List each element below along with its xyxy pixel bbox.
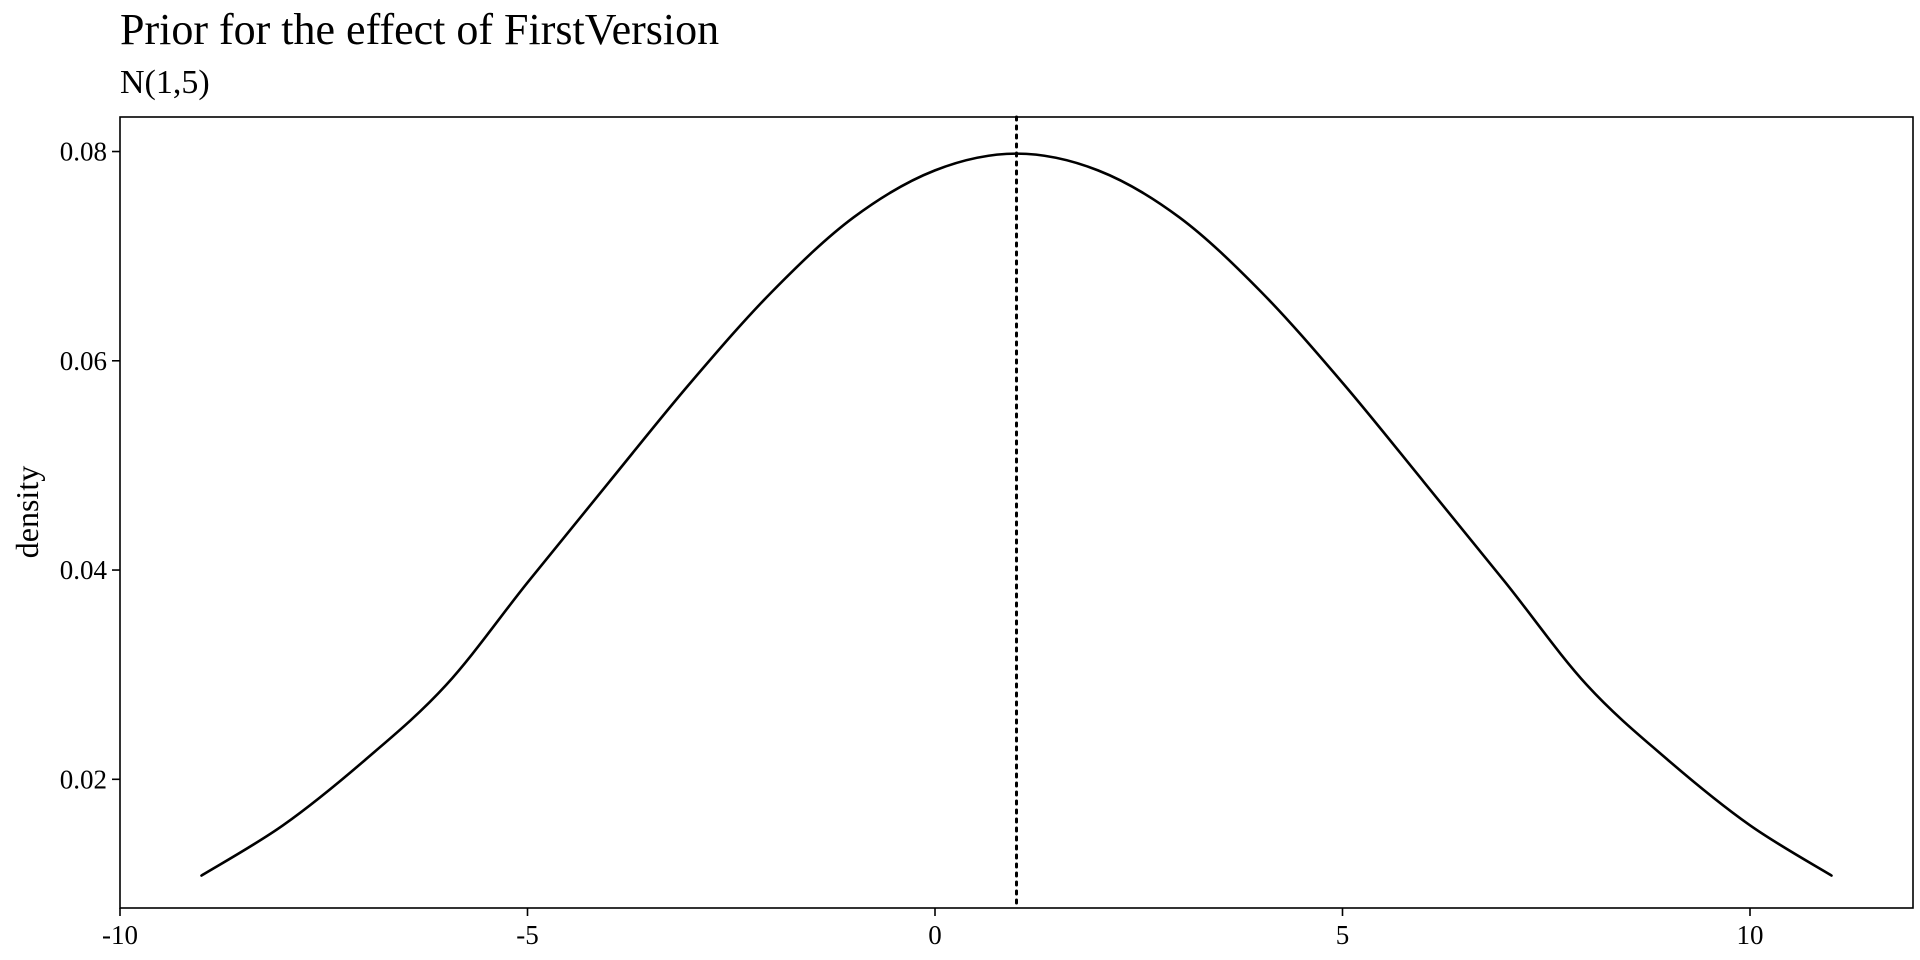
- x-tick-label: 5: [1336, 920, 1350, 950]
- x-tick-label: 10: [1737, 920, 1764, 950]
- y-axis-label: density: [9, 466, 45, 558]
- plot-panel-border: [119, 116, 1914, 909]
- axes: -10 -5 0 5 10 0.02 0.04 0.06 0.08: [60, 116, 1914, 950]
- x-tick-label: 0: [928, 920, 942, 950]
- y-tick-label: 0.06: [60, 346, 107, 376]
- y-tick-label: 0.02: [60, 764, 107, 794]
- x-tick-label: -10: [102, 920, 138, 950]
- chart-title: Prior for the effect of FirstVersion: [120, 5, 719, 54]
- x-tick-label: -5: [516, 920, 539, 950]
- y-tick-label: 0.08: [60, 137, 107, 167]
- chart-subtitle: N(1,5): [120, 64, 210, 101]
- plot-area: [200, 115, 1833, 910]
- y-tick-label: 0.04: [60, 555, 108, 585]
